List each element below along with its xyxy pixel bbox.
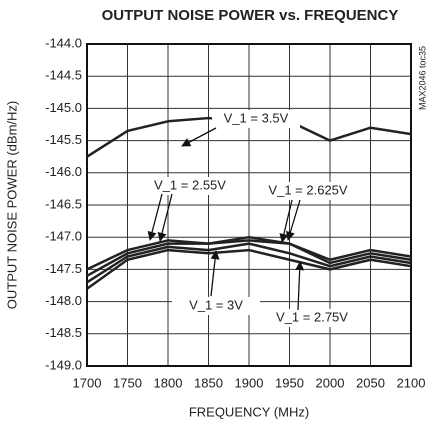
series-line [86,239,412,271]
y-tick-label: -147.0 [45,229,82,244]
y-tick-label: -144.0 [45,35,82,50]
plot-frame [86,43,412,367]
y-tick-label: -148.5 [45,325,82,340]
x-tick-label: 2000 [316,375,345,390]
arrow [285,199,301,241]
series-line [86,248,412,290]
series-label: V_1 = 3.5V [224,110,289,125]
arrow [157,193,173,242]
series-label: V_1 = 2.75V [276,309,348,324]
series-line [86,235,412,277]
x-tick-label: 2100 [397,375,426,390]
y-tick-label: -148.0 [45,293,82,308]
x-axis-label: FREQUENCY (MHz) [189,404,309,419]
x-tick-label: 1900 [235,375,264,390]
arrow [295,261,305,311]
series-label: V_1 = 3V [189,297,243,312]
x-tick-label: 1850 [194,375,223,390]
label-box [172,297,260,315]
series-label: V_1 = 2.625V [268,182,347,197]
x-tick-label: 2050 [356,375,385,390]
arrow [279,199,293,243]
arrow [210,250,220,297]
side-note: MAX2046 toc35 [417,46,427,110]
series-label: V_1 = 2.55V [154,177,226,192]
y-tick-label: -145.0 [45,100,82,115]
y-tick-label: -146.0 [45,164,82,179]
x-tick-label: 1950 [275,375,304,390]
y-tick-label: -146.5 [45,196,82,211]
y-tick-label: -149.0 [45,357,82,372]
chart-title: OUTPUT NOISE POWER vs. FREQUENCY [102,7,399,24]
label-box [146,177,234,195]
label-box [268,309,356,327]
label-box [212,110,300,128]
series-line [86,242,412,284]
y-tick-label: -144.5 [45,68,82,83]
arrow [181,127,217,147]
y-tick-label: -145.5 [45,132,82,147]
x-tick-label: 1700 [73,375,102,390]
arrow [147,193,163,241]
y-tick-label: -147.5 [45,261,82,276]
x-tick-label: 1750 [113,375,142,390]
label-box [264,182,352,200]
y-axis-label: OUTPUT NOISE POWER (dBm/Hz) [4,101,19,310]
x-tick-label: 1800 [154,375,183,390]
